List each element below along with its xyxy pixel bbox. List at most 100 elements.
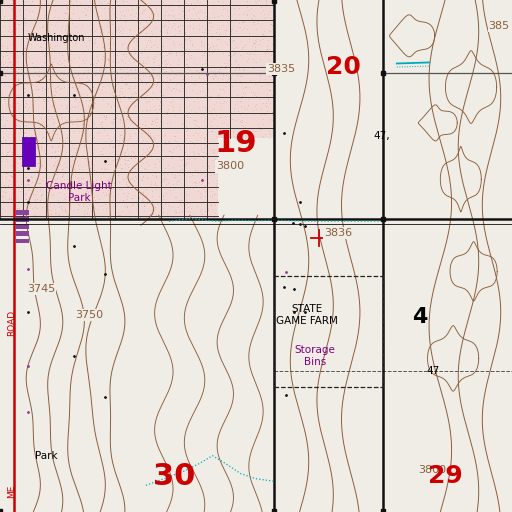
Point [20,212,28,220]
Point [134,42,142,50]
Point [103,55,111,63]
Point [0,198,4,206]
Point [87,184,95,193]
Point [130,153,138,161]
Point [235,4,243,12]
Point [8,87,16,95]
Point [211,72,220,80]
Point [177,46,185,54]
Point [151,162,159,170]
Point [123,80,132,89]
Point [67,162,75,170]
Point [40,31,49,39]
Point [233,97,241,105]
Point [135,194,143,202]
Point [69,83,77,91]
Point [111,5,119,13]
Point [5,195,13,203]
Point [158,101,166,109]
Point [260,27,268,35]
Point [194,45,202,53]
Point [51,126,59,135]
Point [105,89,114,97]
Point [63,71,71,79]
Point [103,15,111,24]
Point [231,43,240,51]
Point [161,138,169,146]
Point [25,54,33,62]
Point [262,13,270,21]
Point [238,116,246,124]
Point [11,103,19,111]
Point [120,92,128,100]
Point [205,93,214,101]
Point [55,141,63,150]
Point [121,17,130,26]
Point [258,110,266,118]
Point [9,162,17,170]
Point [187,171,196,179]
Point [261,101,269,109]
Point [262,48,270,56]
Point [266,130,274,138]
Point [253,120,262,129]
Point [209,75,218,83]
Point [66,59,74,67]
Point [77,131,86,139]
Point [40,11,49,19]
Point [61,138,70,146]
Point [207,22,216,30]
Point [8,27,16,35]
Point [103,176,112,184]
Point [247,14,255,23]
Point [44,49,52,57]
Point [265,7,273,15]
Point [0,102,5,111]
Point [191,166,200,175]
Point [183,158,191,166]
Point [30,35,38,43]
Point [208,147,217,156]
Point [167,169,176,178]
Point [15,19,24,28]
Point [49,183,57,191]
Point [266,117,274,125]
Point [100,110,109,118]
Point [194,0,202,6]
Point [145,210,153,219]
Point [22,57,30,65]
Point [143,153,151,161]
Point [212,190,221,198]
Point [126,25,135,33]
Point [143,125,152,134]
Point [8,63,16,71]
Point [89,60,97,69]
Point [211,111,220,119]
Point [131,88,139,96]
Point [112,33,120,41]
Point [208,49,216,57]
Point [150,159,158,167]
Point [118,196,126,204]
Point [227,108,235,116]
Point [13,51,22,59]
Point [155,71,163,79]
Point [34,198,42,206]
Point [128,98,136,106]
Point [1,95,9,103]
Text: 30: 30 [153,462,195,490]
Point [81,4,89,12]
Point [152,181,160,189]
Point [235,65,243,73]
Point [220,97,228,105]
Point [111,138,119,146]
Point [145,142,154,151]
Point [228,35,237,44]
Point [138,106,146,115]
Point [0,57,5,66]
Point [115,211,123,219]
Point [197,37,205,46]
Point [146,27,155,35]
Point [150,58,158,67]
Point [166,1,175,9]
